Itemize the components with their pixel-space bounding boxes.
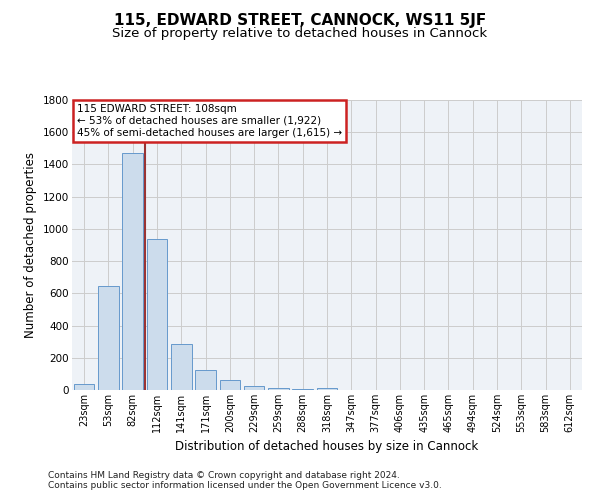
Bar bbox=[122, 153, 143, 390]
Bar bbox=[98, 286, 119, 390]
Text: 115, EDWARD STREET, CANNOCK, WS11 5JF: 115, EDWARD STREET, CANNOCK, WS11 5JF bbox=[114, 12, 486, 28]
X-axis label: Distribution of detached houses by size in Cannock: Distribution of detached houses by size … bbox=[175, 440, 479, 454]
Text: 115 EDWARD STREET: 108sqm
← 53% of detached houses are smaller (1,922)
45% of se: 115 EDWARD STREET: 108sqm ← 53% of detac… bbox=[77, 104, 342, 138]
Y-axis label: Number of detached properties: Number of detached properties bbox=[25, 152, 37, 338]
Bar bbox=[244, 386, 265, 390]
Bar bbox=[268, 388, 289, 390]
Bar bbox=[292, 389, 313, 390]
Bar bbox=[220, 380, 240, 390]
Bar bbox=[146, 238, 167, 390]
Text: Size of property relative to detached houses in Cannock: Size of property relative to detached ho… bbox=[112, 28, 488, 40]
Bar bbox=[317, 388, 337, 390]
Bar bbox=[195, 370, 216, 390]
Bar bbox=[74, 384, 94, 390]
Text: Contains HM Land Registry data © Crown copyright and database right 2024.
Contai: Contains HM Land Registry data © Crown c… bbox=[48, 470, 442, 490]
Bar bbox=[171, 344, 191, 390]
